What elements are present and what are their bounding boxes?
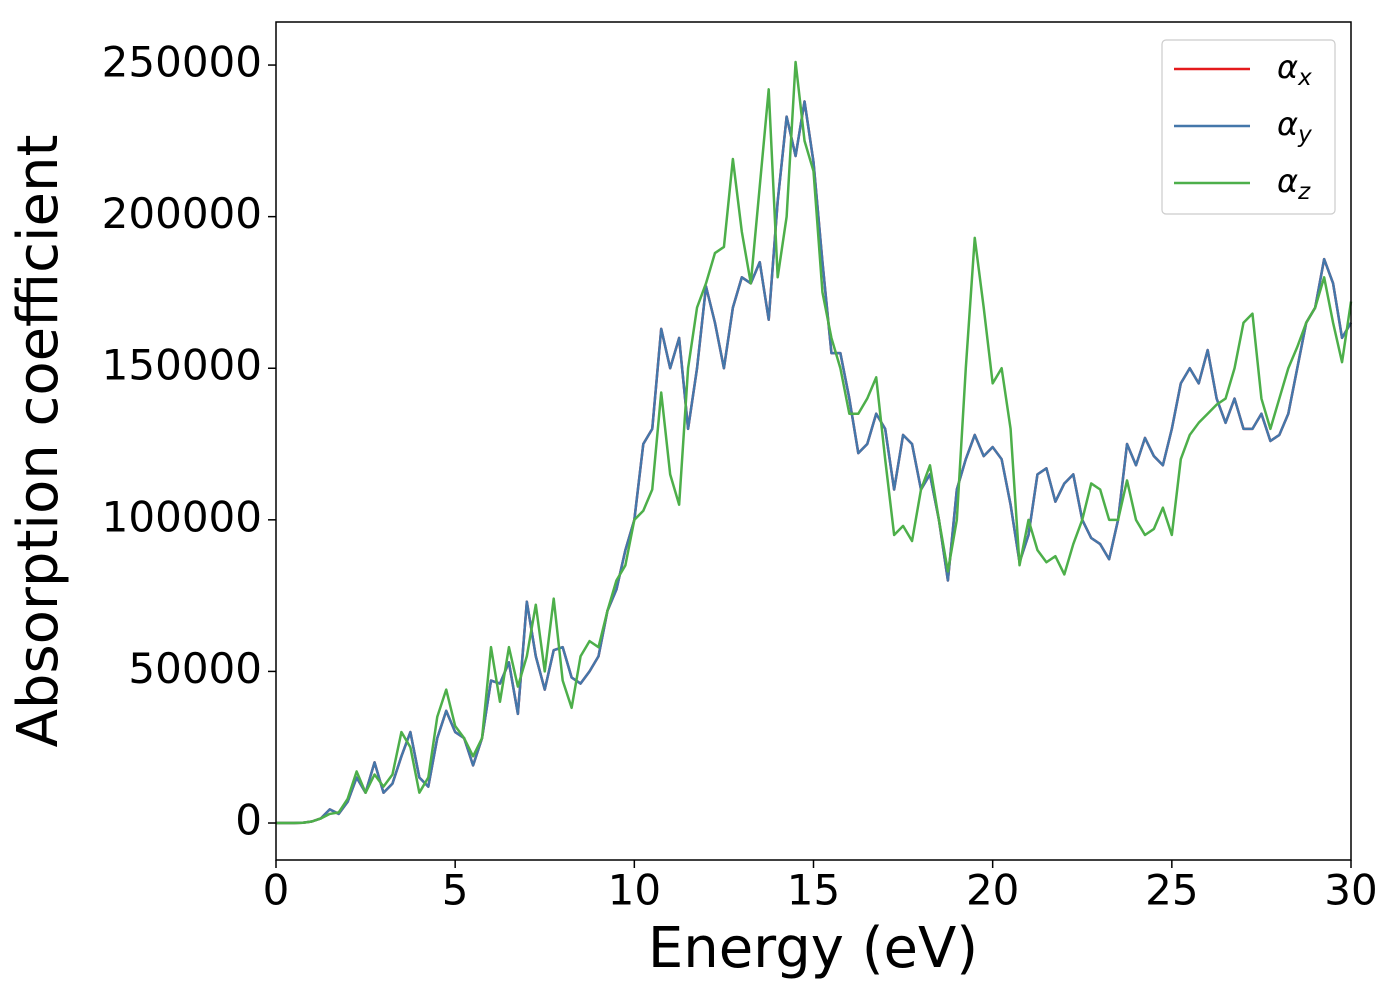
x-tick-label: 20 (966, 866, 1019, 915)
y-tick-label: 50000 (128, 644, 262, 693)
x-tick-label: 0 (263, 866, 290, 915)
legend-label: αz (1277, 162, 1311, 205)
y-tick-label: 100000 (102, 492, 262, 541)
y-tick-label: 0 (235, 796, 262, 845)
x-tick-label: 5 (442, 866, 469, 915)
x-tick-label: 25 (1145, 866, 1198, 915)
series-line (276, 60, 1353, 825)
x-tick-label: 15 (787, 866, 840, 915)
legend-label: αy (1277, 105, 1312, 148)
y-tick-label: 250000 (102, 38, 262, 87)
x-tick-label: 10 (608, 866, 661, 915)
plot-area (276, 60, 1353, 825)
series-line (276, 100, 1353, 825)
x-axis-label: Energy (eV) (648, 916, 978, 981)
y-tick-label: 150000 (102, 341, 262, 390)
y-axis-label: Absorption coefficient (6, 135, 71, 748)
y-tick-label: 200000 (102, 189, 262, 238)
x-tick-label: 30 (1324, 866, 1377, 915)
legend-label: αx (1277, 48, 1312, 91)
